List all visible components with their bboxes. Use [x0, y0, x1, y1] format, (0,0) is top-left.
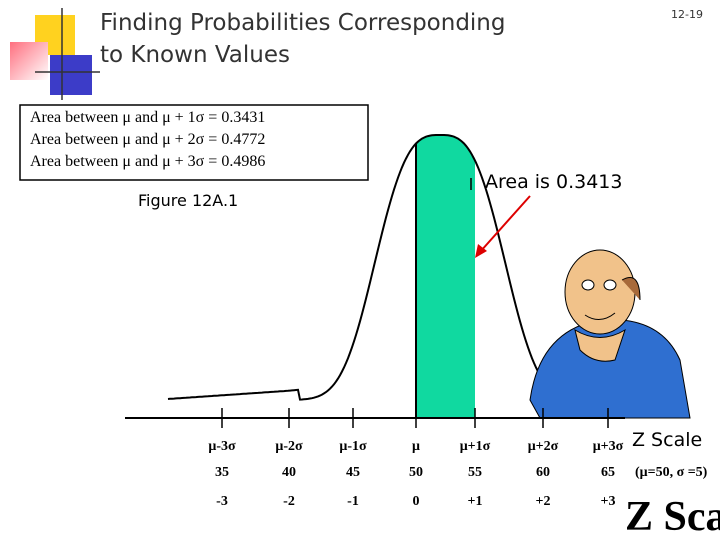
table-row: Area between μ and μ + 2σ = 0.4772 [30, 131, 265, 148]
title: to Known Values [100, 42, 290, 68]
z-label: -3 [216, 494, 228, 509]
sigma-label: μ-1σ [339, 439, 367, 454]
value-label: 55 [468, 465, 482, 480]
sigma-label: μ+2σ [528, 439, 559, 454]
z-label: +3 [601, 494, 616, 509]
sigma-label: μ-2σ [275, 439, 303, 454]
value-label: 40 [282, 465, 296, 480]
shaded-area [416, 135, 475, 418]
table-box [19, 104, 369, 181]
scale-name: Z Scale [632, 429, 702, 451]
deco-square [50, 55, 92, 95]
cartoon [529, 249, 691, 419]
sigma-label: μ+3σ [593, 439, 624, 454]
z-label: -2 [283, 494, 295, 509]
deco-square [10, 42, 48, 80]
arrow [479, 195, 531, 253]
z-label: +1 [468, 494, 483, 509]
parameters: (μ=50, σ =5) [635, 465, 708, 480]
value-label: 65 [601, 465, 615, 480]
z-label: 0 [413, 494, 420, 509]
value-label: 50 [409, 465, 423, 480]
title: Finding Probabilities Corresponding [100, 10, 506, 36]
value-label: 35 [215, 465, 229, 480]
z-label: -1 [347, 494, 359, 509]
arrow-head [475, 244, 487, 258]
value-label: 60 [536, 465, 550, 480]
z-label: +2 [536, 494, 551, 509]
slide-number: 12-19 [671, 8, 703, 21]
footer-title: Z Scal [625, 494, 720, 540]
annotation: Area is 0.3413 [485, 171, 622, 193]
axis-labels: μ-3σ 35 -3 μ-2σ 40 -2 μ-1σ 45 -1 μ 50 0 μ+1σ 55 +1 μ+2σ… [208, 408, 624, 509]
figure-label: Figure 12A.1 [138, 191, 238, 210]
sigma-label: μ+1σ [460, 439, 491, 454]
value-label: 45 [346, 465, 360, 480]
table-row: Area between μ and μ + 3σ = 0.4986 [30, 153, 265, 170]
table-row: Area between μ and μ + 1σ = 0.3431 [30, 109, 265, 126]
sigma-label: μ [412, 439, 420, 454]
sigma-label: μ-3σ [208, 439, 236, 454]
